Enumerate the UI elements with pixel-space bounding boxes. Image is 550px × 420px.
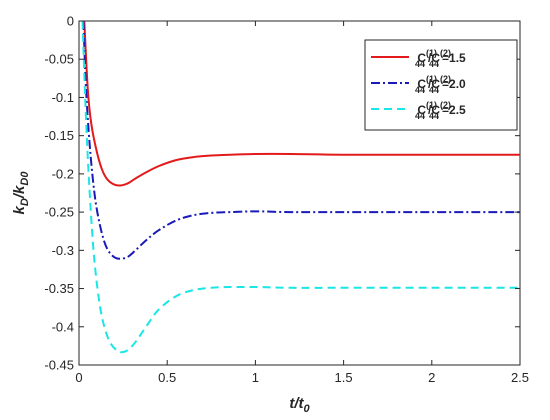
y-tick-label: -0.25 xyxy=(44,205,74,220)
y-tick-label: -0.1 xyxy=(52,90,74,105)
y-tick-label: -0.05 xyxy=(44,52,74,67)
x-axis-label: t/t0 xyxy=(289,395,310,415)
series-layer xyxy=(81,21,520,354)
series-line-2 xyxy=(82,21,520,260)
y-tick-label: -0.3 xyxy=(52,243,74,258)
legend-label-2: C(1) 44/C(2) 44 =2.0 xyxy=(415,74,466,95)
legend: C(1) 44/C(2) 44 =1.5 C(1) 44/C(2) 44 =2.0 C(1) 44… xyxy=(364,39,518,131)
x-tick-label: 1.5 xyxy=(335,370,353,385)
x-tick-label: 2.5 xyxy=(511,370,529,385)
y-tick-label: -0.45 xyxy=(44,358,74,373)
y-tick-label: -0.2 xyxy=(52,166,74,181)
series-line-1 xyxy=(83,21,520,187)
axis-ticks: 0 0.5 1 1.5 2 2.5 0 -0.05 -0.1 -0.15 -0.2 -0.25 -0.3… xyxy=(44,14,529,386)
y-tick-label: 0 xyxy=(67,14,74,29)
y-tick-label: -0.15 xyxy=(44,128,74,143)
x-tick-label: 1 xyxy=(252,370,259,385)
x-tick-label: 0.5 xyxy=(158,370,176,385)
legend-label-3: C(1) 44/C(2) 44 =2.5 xyxy=(415,100,466,121)
y-tick-label: -0.4 xyxy=(52,319,74,334)
series-line-3 xyxy=(81,21,520,354)
y-tick-label: -0.35 xyxy=(44,281,74,296)
x-tick-label: 2 xyxy=(428,370,435,385)
x-tick-label: 0 xyxy=(75,370,82,385)
legend-label-1: C(1) 44/C(2) 44 =1.5 xyxy=(415,48,466,69)
y-axis-label: kD/kD0 xyxy=(11,171,31,215)
legend-box xyxy=(364,39,518,131)
